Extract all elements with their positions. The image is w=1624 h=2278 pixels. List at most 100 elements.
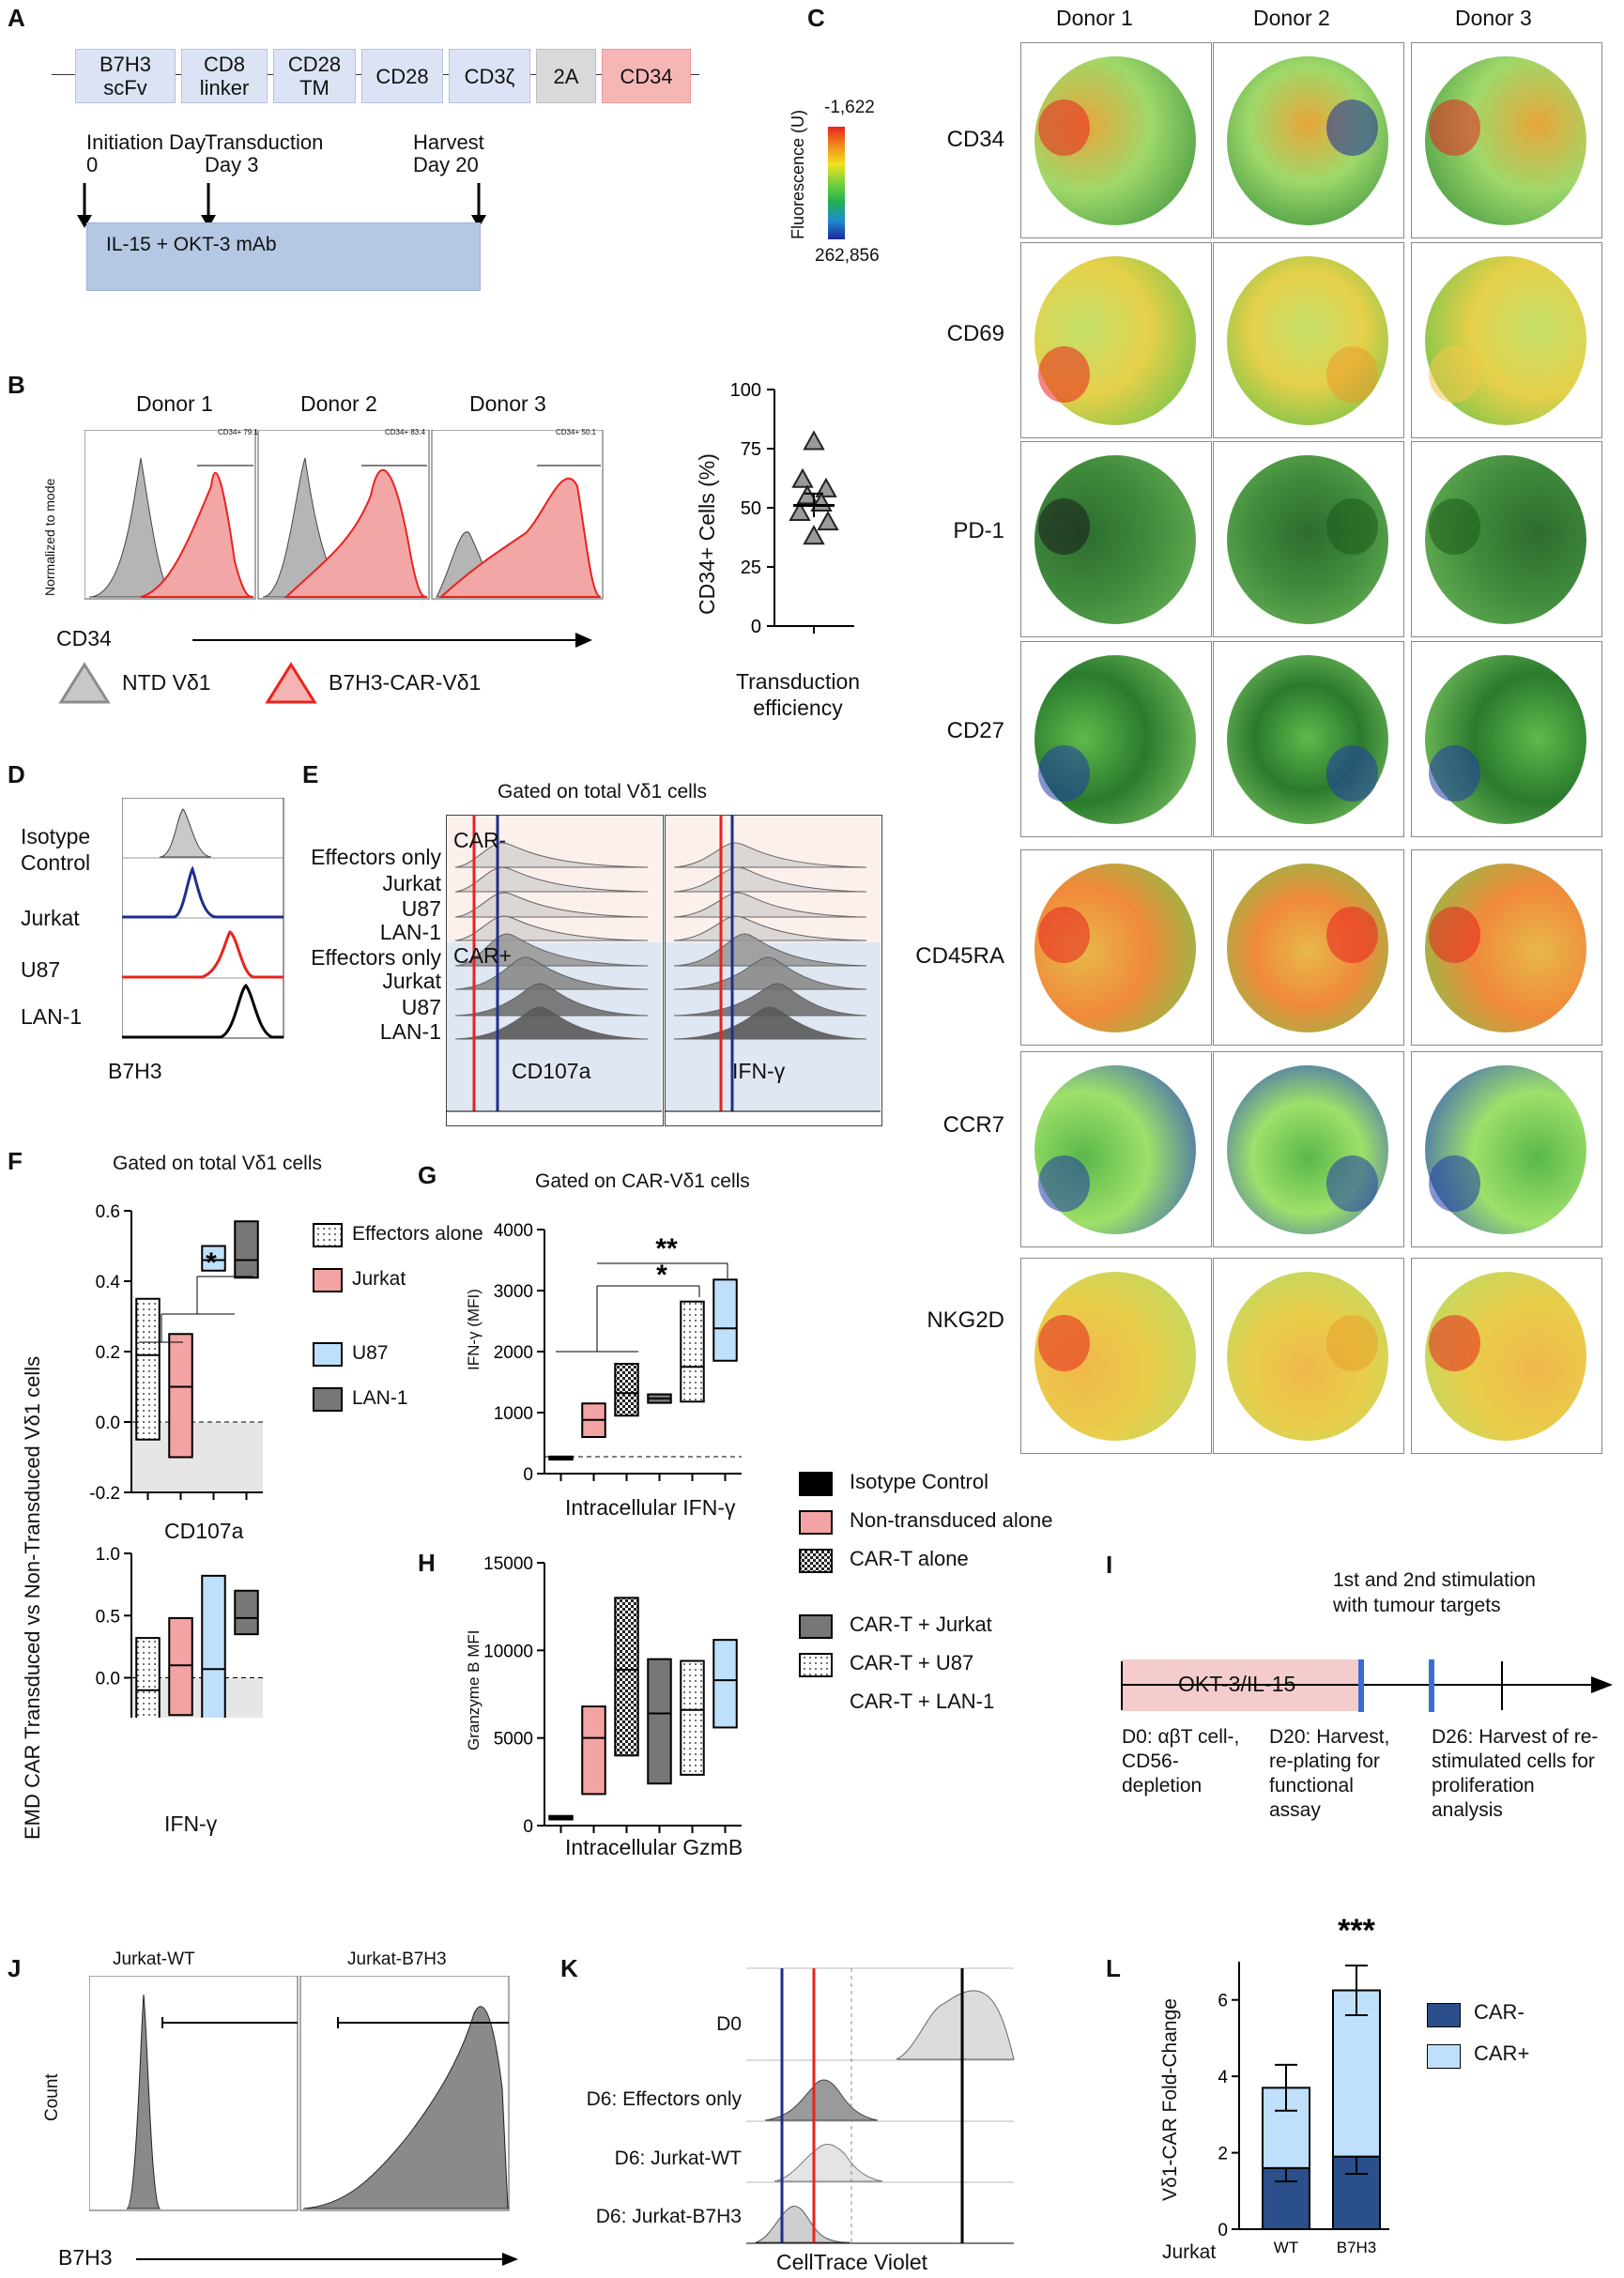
l-ytick-label: 0 xyxy=(1218,2221,1228,2240)
gh-legend-swatch xyxy=(799,1653,833,1677)
f-legend-swatch xyxy=(313,1268,343,1292)
construct-cd3z: CD3ζ xyxy=(449,49,530,103)
d-row-u87: U87 xyxy=(21,957,61,982)
donor1-label: Donor 1 xyxy=(136,391,213,416)
gh-legend-cart-lan1: CAR-T + LAN-1 xyxy=(850,1689,995,1713)
culture-box: IL-15 + OKT-3 mAb xyxy=(86,222,481,291)
tsne-accent xyxy=(1038,907,1090,963)
tsne-plot xyxy=(1411,641,1602,837)
legend-car-label: B7H3-CAR-Vδ1 xyxy=(329,670,482,695)
d-row-jurkat: Jurkat xyxy=(21,906,80,930)
ytick-label: 0 xyxy=(523,1465,533,1485)
tsne-plot xyxy=(1213,1258,1404,1454)
f-sig-star: * xyxy=(206,1247,217,1278)
e-hist-ifng xyxy=(673,983,867,1017)
l-ytick-label: 4 xyxy=(1218,2068,1228,2087)
tsne-plot xyxy=(1411,441,1602,637)
f-legend-swatch xyxy=(313,1387,343,1412)
ytick-label: 0.6 xyxy=(96,1202,120,1222)
scatter-ytick-label: 100 xyxy=(730,380,761,401)
colorbar-bottom-label: 262,856 xyxy=(815,246,880,266)
tsne-accent xyxy=(1429,1315,1480,1371)
panel-letter-a: A xyxy=(8,4,25,32)
tsne-accent xyxy=(1038,99,1090,156)
scatter-ytick-label: 0 xyxy=(751,617,761,637)
tsne-accent xyxy=(1038,1155,1090,1212)
d-histograms xyxy=(122,798,284,1039)
panel-letter-g: G xyxy=(418,1161,437,1189)
i-d0: D0: αβT cell-, CD56- depletion xyxy=(1122,1726,1240,1796)
timeline-arrows xyxy=(77,183,486,228)
tsne-plot xyxy=(1411,1051,1602,1247)
ytick-label: 0.4 xyxy=(96,1273,121,1292)
tsne-plot xyxy=(1213,641,1404,837)
tsne-plot xyxy=(1020,42,1212,238)
f-legend-swatch xyxy=(313,1223,343,1247)
gh-legend-isotype: Isotype Control xyxy=(850,1470,988,1493)
panel-letter-i: I xyxy=(1106,1551,1113,1579)
l-category-label: B7H3 xyxy=(1337,2239,1377,2256)
gate-label-3: CD34+ 50.1 xyxy=(556,428,596,436)
tsne-plot xyxy=(1213,441,1404,637)
hist-donor1 xyxy=(84,430,256,600)
panel-letter-l: L xyxy=(1106,1954,1121,1982)
scatter-point xyxy=(789,500,811,522)
floating-bar xyxy=(712,1639,738,1729)
ytick-label: 0.0 xyxy=(96,1670,120,1689)
e-row-8: LAN-1 xyxy=(379,1019,441,1044)
e-hist-cd107a xyxy=(454,892,649,918)
d-xlabel: B7H3 xyxy=(108,1059,162,1083)
i-d20: D20: Harvest, re-plating for functional … xyxy=(1269,1726,1390,1821)
e-panel-ifng xyxy=(665,815,882,1126)
e-hist-cd107a xyxy=(454,915,649,941)
e-car-minus-label: CAR- xyxy=(453,828,507,852)
l-chart: 0 2 4 6 WT B7H3 *** xyxy=(1218,1915,1389,2256)
gh-legend-swatch xyxy=(799,1510,833,1535)
f-legend-effectors: Effectors alone xyxy=(352,1223,483,1245)
k-xlabel: CellTrace Violet xyxy=(776,2250,928,2274)
tsne-accent xyxy=(1429,907,1480,963)
e-row-2: Jurkat xyxy=(382,871,441,895)
tsne-plot xyxy=(1020,1051,1212,1247)
timeline-transduction: Transduction Day 3 xyxy=(205,130,324,176)
tsne-row-ccr7: CCR7 xyxy=(942,1112,1004,1138)
tsne-cloud xyxy=(1227,655,1388,824)
e-xlabel-ifng: IFN-γ xyxy=(732,1059,786,1083)
d-row-isotype: Isotype Control xyxy=(21,824,91,875)
ytick-label: 0.5 xyxy=(96,1607,120,1627)
tsne-plot xyxy=(1213,42,1404,238)
hist-donor2 xyxy=(257,430,430,600)
scatter-point xyxy=(803,525,825,545)
tsne-accent xyxy=(1429,745,1480,802)
legend-ntd-triangle xyxy=(58,662,111,704)
l-ytick-label: 6 xyxy=(1218,1992,1228,2011)
ytick-label: 0.2 xyxy=(96,1343,120,1363)
i-timeline xyxy=(1121,1659,1613,1712)
tsne-plot xyxy=(1020,641,1212,837)
panel-letter-b: B xyxy=(8,371,25,399)
gh-legend-cart-u87: CAR-T + U87 xyxy=(850,1651,974,1674)
tsne-cloud xyxy=(1227,1065,1388,1234)
h-chart: 0 5000 10000 15000 xyxy=(483,1554,742,1837)
tsne-accent xyxy=(1326,346,1378,403)
tsne-plot xyxy=(1020,849,1212,1046)
timeline-harvest: Harvest Day 20 xyxy=(413,130,484,176)
k-row-d0: D0 xyxy=(716,2013,742,2035)
tsne-accent xyxy=(1326,745,1378,802)
floating-bar xyxy=(581,1705,606,1796)
e-hist-ifng xyxy=(673,915,867,941)
e-panel-cd107a xyxy=(446,815,664,1126)
k-row-effectors: D6: Effectors only xyxy=(586,2088,742,2110)
floating-bar xyxy=(614,1363,639,1417)
scatter-b7h3-efficiency: 0 25 50 75 100 xyxy=(730,380,854,637)
l-sig: *** xyxy=(1338,1915,1375,1949)
e-histograms xyxy=(446,815,881,1112)
f-legend-icons xyxy=(313,1223,343,1412)
l-legend-car-plus: CAR+ xyxy=(1474,2041,1530,2065)
floating-bar xyxy=(168,1616,193,1717)
tsne-accent xyxy=(1038,346,1090,403)
ytick-label: -0.2 xyxy=(89,1484,120,1504)
scatter-point xyxy=(796,484,819,505)
floating-bar xyxy=(680,1659,705,1776)
l-legend-car-minus: CAR- xyxy=(1474,2000,1524,2024)
